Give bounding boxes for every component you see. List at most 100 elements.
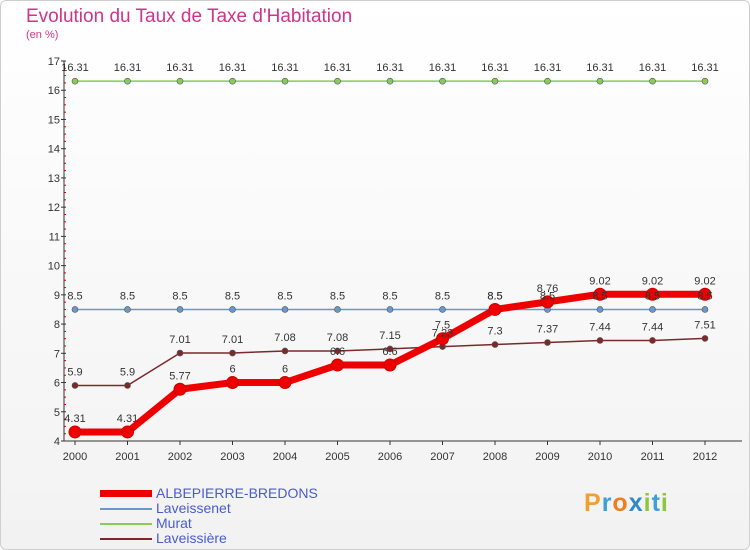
data-label: 7.01 bbox=[169, 334, 190, 346]
data-label: 7.44 bbox=[589, 321, 610, 333]
data-label: 8.5 bbox=[67, 290, 82, 302]
data-point bbox=[386, 306, 394, 313]
data-label: 7.15 bbox=[379, 330, 400, 342]
y-tick-label: 7 bbox=[54, 348, 60, 360]
data-point bbox=[68, 425, 82, 439]
data-point bbox=[491, 341, 499, 348]
data-label: 16.31 bbox=[271, 62, 299, 74]
data-label: 8.5 bbox=[540, 290, 555, 302]
data-label: 16.31 bbox=[219, 62, 247, 74]
series-laveissenet bbox=[71, 306, 709, 313]
data-label: 8.5 bbox=[487, 290, 502, 302]
legend-label-laveissiere: Laveissière bbox=[156, 530, 227, 546]
chart-title: Evolution du Taux de Taxe d'Habitation bbox=[26, 6, 353, 27]
data-label: 9.02 bbox=[642, 275, 663, 287]
y-tick-label: 6 bbox=[54, 378, 60, 390]
y-tick-label: 15 bbox=[48, 114, 60, 126]
series-murat bbox=[71, 77, 709, 85]
y-tick-label: 11 bbox=[49, 231, 60, 243]
data-label: 8.5 bbox=[487, 290, 502, 302]
data-point bbox=[281, 306, 289, 313]
data-label: 5.77 bbox=[169, 370, 190, 382]
y-tick-label: 10 bbox=[48, 261, 60, 273]
data-label: 16.31 bbox=[691, 62, 719, 74]
legend-label-albepierre: ALBEPIERRE-BREDONS bbox=[156, 485, 318, 501]
data-point bbox=[646, 287, 659, 301]
data-label: 16.31 bbox=[114, 62, 142, 74]
data-label: 9.02 bbox=[589, 275, 610, 287]
data-point bbox=[71, 306, 79, 313]
y-tick-label: 4 bbox=[54, 436, 60, 448]
data-label: 16.31 bbox=[376, 62, 404, 74]
data-point bbox=[386, 345, 394, 353]
data-label: 8.5 bbox=[277, 290, 292, 302]
data-label: 8.5 bbox=[382, 290, 397, 302]
data-point bbox=[229, 349, 236, 357]
x-tick-label: 2002 bbox=[168, 451, 192, 463]
data-label: 7.5 bbox=[435, 320, 450, 332]
x-tick-label: 2010 bbox=[588, 451, 612, 463]
data-label: 16.31 bbox=[166, 62, 194, 74]
data-point bbox=[278, 376, 292, 390]
data-label: 8.5 bbox=[697, 290, 712, 302]
series-albepierre bbox=[68, 287, 712, 439]
legend-swatch-laveissiere bbox=[100, 538, 152, 540]
data-label: 8.76 bbox=[537, 283, 558, 295]
data-point bbox=[124, 306, 131, 313]
data-point bbox=[71, 77, 79, 85]
data-point bbox=[124, 382, 131, 389]
data-label: 6 bbox=[229, 364, 235, 376]
data-label: 7.37 bbox=[537, 323, 558, 335]
data-point bbox=[649, 337, 656, 344]
data-point bbox=[649, 306, 656, 313]
data-point bbox=[71, 382, 79, 389]
data-point bbox=[439, 77, 446, 85]
data-point bbox=[281, 347, 289, 355]
data-label: 8.5 bbox=[172, 290, 187, 302]
y-tick-label: 16 bbox=[48, 85, 60, 97]
data-label: 5.9 bbox=[67, 366, 82, 378]
data-point bbox=[226, 376, 239, 390]
data-point bbox=[701, 306, 709, 313]
data-label: 8.5 bbox=[645, 290, 660, 302]
data-point bbox=[491, 77, 499, 85]
legend-swatch-murat bbox=[100, 523, 152, 525]
data-label: 8.5 bbox=[435, 290, 450, 302]
y-tick-label: 12 bbox=[48, 202, 60, 214]
x-tick-label: 2001 bbox=[115, 451, 139, 463]
data-label: 7.01 bbox=[222, 334, 243, 346]
series-laveissiere bbox=[71, 335, 709, 389]
data-point bbox=[596, 306, 604, 313]
data-label: 8.5 bbox=[120, 290, 135, 302]
data-point bbox=[541, 295, 554, 309]
data-point bbox=[124, 77, 131, 85]
x-tick-label: 2000 bbox=[63, 451, 87, 463]
data-label: 8.5 bbox=[592, 290, 607, 302]
x-tick-label: 2006 bbox=[378, 451, 402, 463]
x-tick-label: 2005 bbox=[325, 451, 349, 463]
data-label: 8.5 bbox=[330, 290, 345, 302]
data-point bbox=[439, 306, 446, 313]
data-label: 16.31 bbox=[429, 62, 457, 74]
data-point bbox=[386, 77, 394, 85]
legend-swatch-laveissenet bbox=[100, 508, 152, 510]
y-tick-label: 13 bbox=[48, 173, 60, 185]
data-point bbox=[334, 77, 341, 85]
data-label: 7.23 bbox=[432, 328, 453, 340]
data-label: 16.31 bbox=[61, 62, 89, 74]
data-point bbox=[436, 332, 449, 346]
data-point bbox=[488, 302, 502, 316]
y-tick-label: 14 bbox=[48, 144, 60, 156]
data-point bbox=[649, 77, 656, 85]
data-point bbox=[229, 77, 236, 85]
data-point bbox=[281, 77, 289, 85]
data-label: 9.02 bbox=[694, 275, 715, 287]
x-tick-label: 2012 bbox=[693, 451, 717, 463]
data-point bbox=[544, 339, 551, 346]
data-label: 5.9 bbox=[120, 366, 135, 378]
data-label: 7.08 bbox=[274, 332, 295, 344]
x-tick-label: 2003 bbox=[220, 451, 244, 463]
data-point bbox=[173, 382, 187, 396]
